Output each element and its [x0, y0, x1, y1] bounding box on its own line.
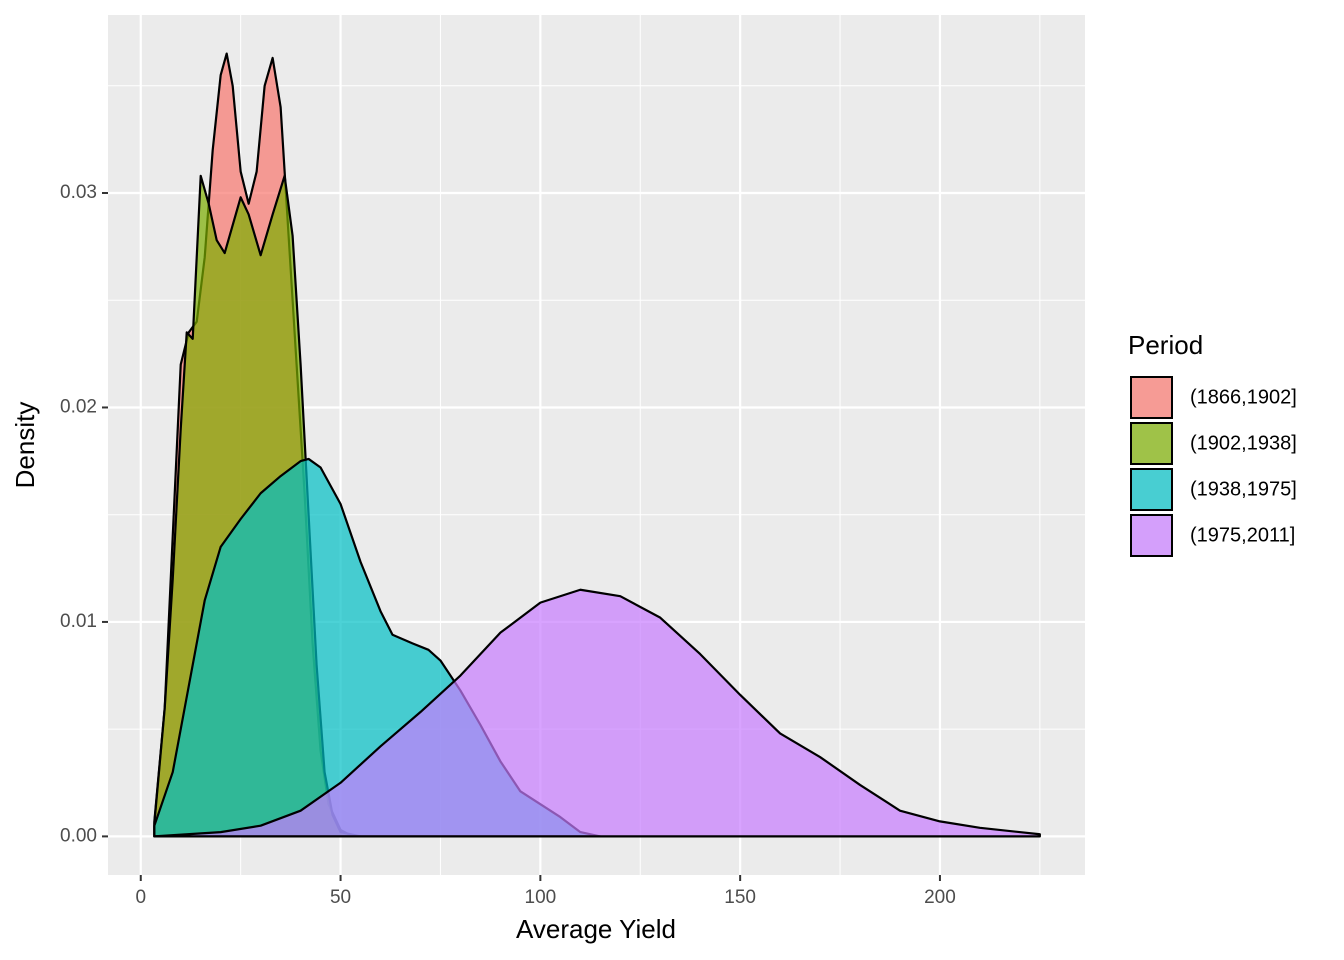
- legend-label: (1938,1975]: [1190, 478, 1297, 500]
- x-axis-title: Average Yield: [516, 914, 676, 944]
- x-tick-label: 100: [525, 887, 557, 908]
- legend-key: [1130, 422, 1173, 465]
- x-tick-label: 200: [924, 887, 956, 908]
- x-tick-label: 0: [135, 887, 146, 908]
- x-tick-label: 150: [724, 887, 756, 908]
- legend-label: (1902,1938]: [1190, 432, 1297, 454]
- legend-key: [1130, 514, 1173, 557]
- density-area: [153, 588, 1041, 838]
- legend-label: (1866,1902]: [1190, 386, 1297, 408]
- legend-label: (1975,2011]: [1190, 524, 1295, 546]
- y-tick-label: 0.03: [60, 182, 97, 203]
- legend-key: [1130, 468, 1173, 511]
- y-tick-label: 0.01: [60, 611, 97, 632]
- y-tick-label: 0.00: [60, 825, 97, 846]
- y-axis-title: Density: [10, 402, 40, 489]
- legend-key: [1130, 376, 1173, 419]
- legend-title: Period: [1128, 330, 1203, 360]
- x-tick-label: 50: [330, 887, 351, 908]
- y-tick-label: 0.02: [60, 396, 97, 417]
